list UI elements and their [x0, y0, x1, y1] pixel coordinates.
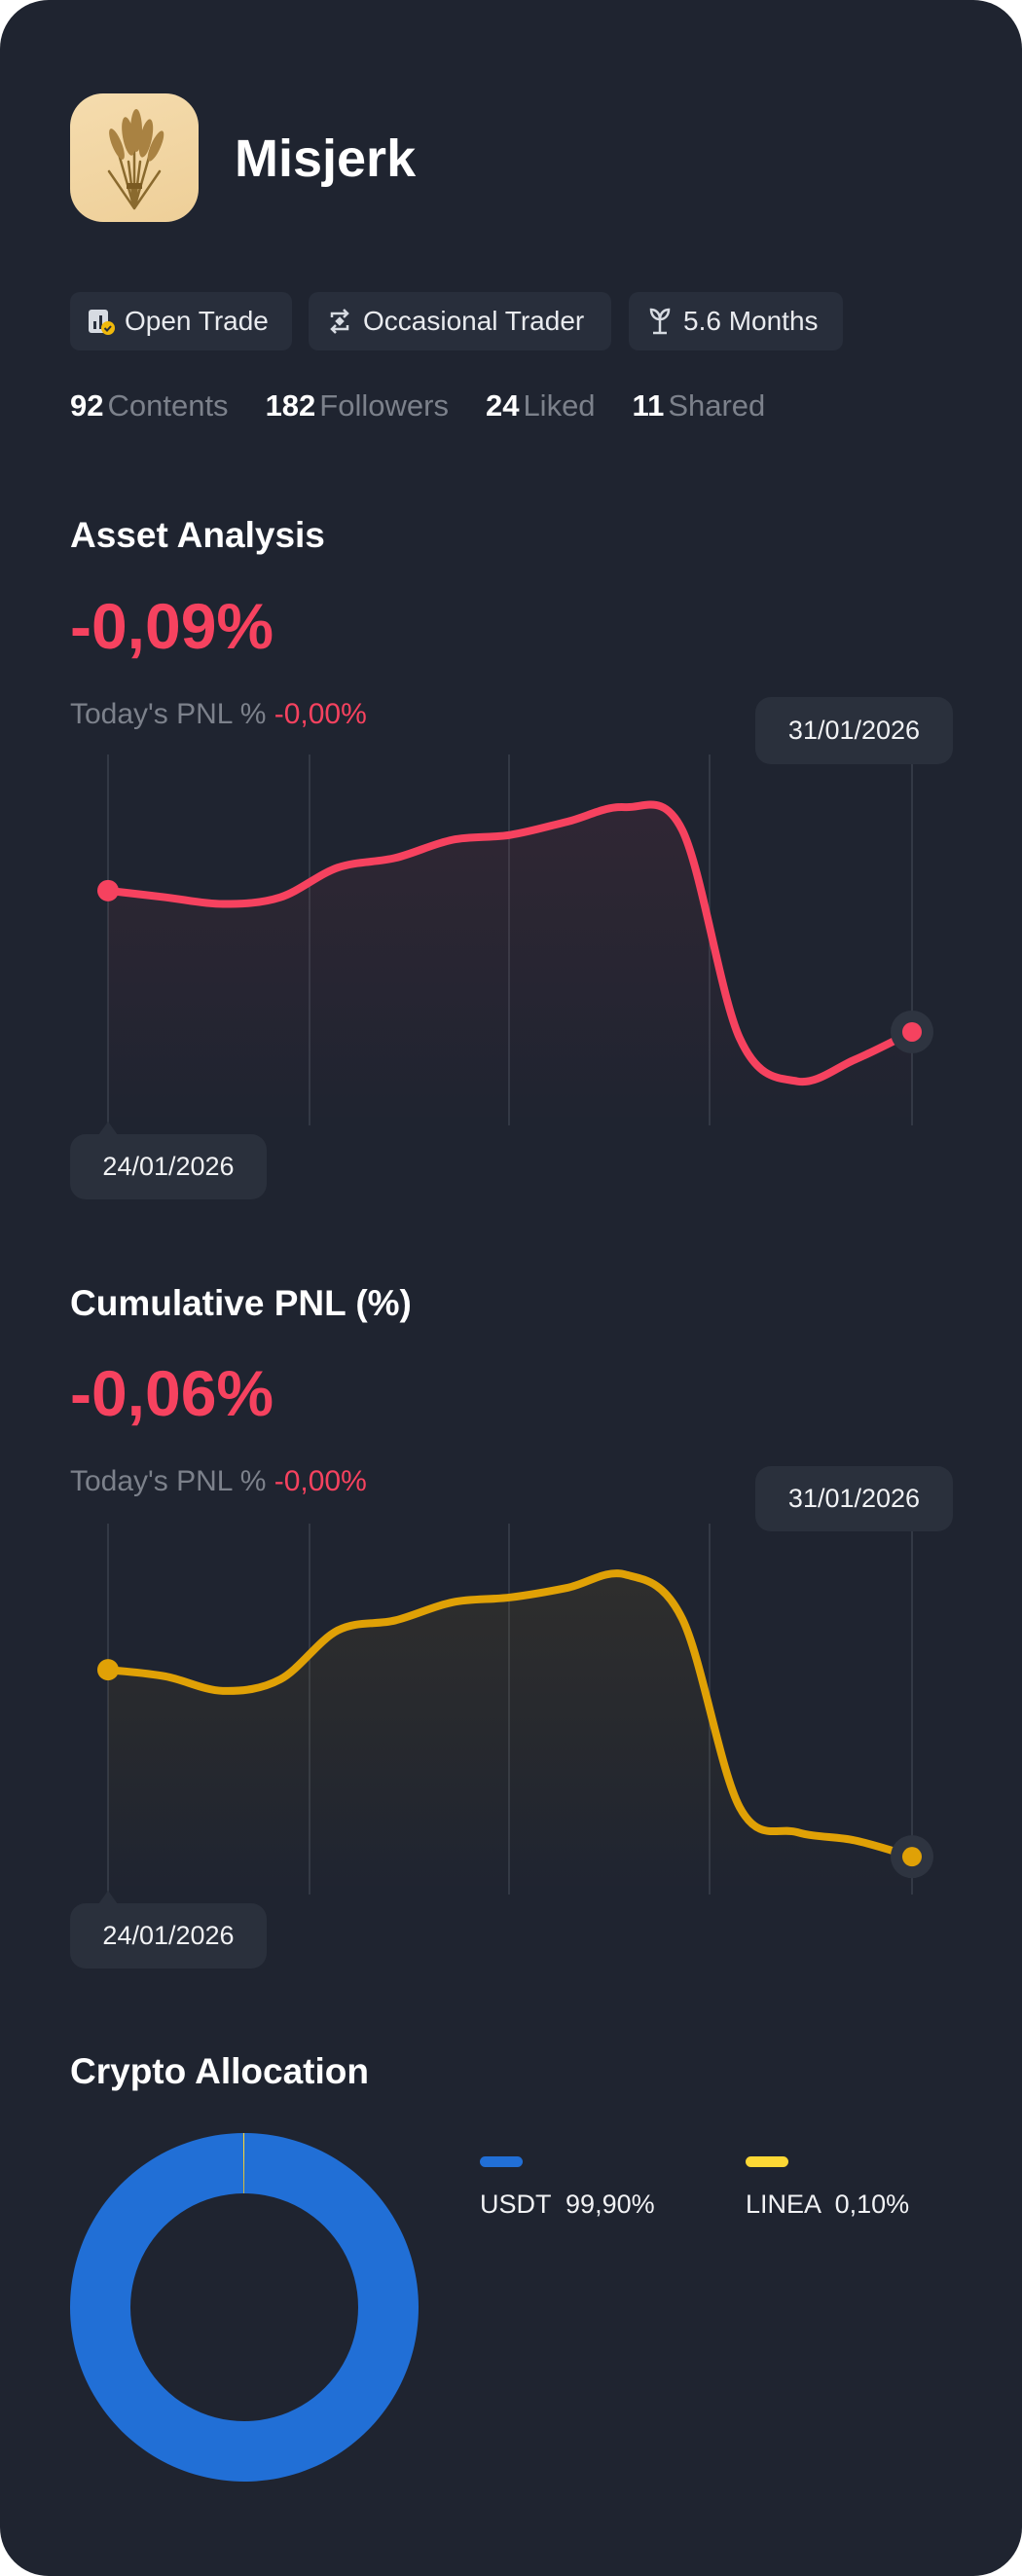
- tag-label: Open Trade: [125, 306, 269, 336]
- stat-followers[interactable]: 182 Followers: [265, 388, 449, 423]
- end-date-tooltip: 31/01/2026: [755, 1466, 953, 1531]
- asset-today-pnl: Today's PNL % -0,00%: [70, 698, 367, 730]
- tag-occasional-trader: Occasional Trader: [309, 292, 611, 350]
- tooltip-pointer: [98, 1122, 118, 1135]
- profile-name: Misjerk: [235, 129, 417, 188]
- series-line: [104, 800, 916, 1086]
- stat-liked[interactable]: 24 Liked: [485, 388, 596, 423]
- start-date-tooltip: 24/01/2026: [70, 1134, 267, 1199]
- asset-analysis-value: -0,09%: [70, 590, 274, 662]
- cumulative-pnl-title: Cumulative PNL (%): [70, 1283, 412, 1323]
- cumulative-today-pnl: Today's PNL % -0,00%: [70, 1465, 367, 1497]
- repeat-icon: [330, 309, 349, 334]
- asset-analysis-chart[interactable]: [0, 0, 1022, 1266]
- allocation-donut-chart[interactable]: [70, 2133, 419, 2482]
- tag-label: 5.6 Months: [683, 306, 819, 336]
- tooltip-pointer: [98, 1891, 118, 1904]
- tag-label: Occasional Trader: [363, 306, 585, 336]
- start-marker: [97, 1659, 119, 1681]
- donut-slice-usdt[interactable]: [70, 2133, 419, 2482]
- legend-swatch: [480, 2156, 523, 2167]
- legend-percent: 99,90%: [566, 2190, 655, 2219]
- start-date-tooltip: 24/01/2026: [70, 1903, 267, 1969]
- stat-contents[interactable]: 92 Contents: [70, 388, 229, 423]
- asset-analysis-title: Asset Analysis: [70, 515, 325, 555]
- profile-stats: 92 Contents 182 Followers 24 Liked 11 Shared: [70, 386, 765, 425]
- area-fill: [108, 1573, 912, 1895]
- cumulative-pnl-chart[interactable]: [0, 0, 1022, 2044]
- legend-percent: 0,10%: [834, 2190, 910, 2219]
- end-marker: [902, 1021, 922, 1042]
- legend-item-linea: LINEA 0,10%: [746, 2156, 909, 2220]
- sprout-icon: [649, 308, 671, 335]
- crypto-allocation-title: Crypto Allocation: [70, 2051, 369, 2091]
- legend-swatch: [746, 2156, 788, 2167]
- legend-name: LINEA: [746, 2190, 821, 2219]
- open-trade-icon: [89, 310, 115, 335]
- tag-open-trade: Open Trade: [70, 292, 292, 350]
- wheat-sheaf-icon: [107, 109, 164, 210]
- avatar[interactable]: [70, 93, 199, 222]
- start-marker: [97, 879, 119, 902]
- legend-name: USDT: [480, 2190, 552, 2219]
- end-marker: [902, 1847, 922, 1867]
- cumulative-pnl-value: -0,06%: [70, 1357, 274, 1429]
- legend-item-usdt: USDT 99,90%: [480, 2156, 655, 2220]
- tag-months: 5.6 Months: [629, 292, 843, 350]
- donut-slice-linea[interactable]: [242, 2133, 244, 2194]
- stat-shared[interactable]: 11 Shared: [632, 388, 766, 423]
- end-date-tooltip: 31/01/2026: [755, 697, 953, 764]
- series-line: [104, 1569, 916, 1861]
